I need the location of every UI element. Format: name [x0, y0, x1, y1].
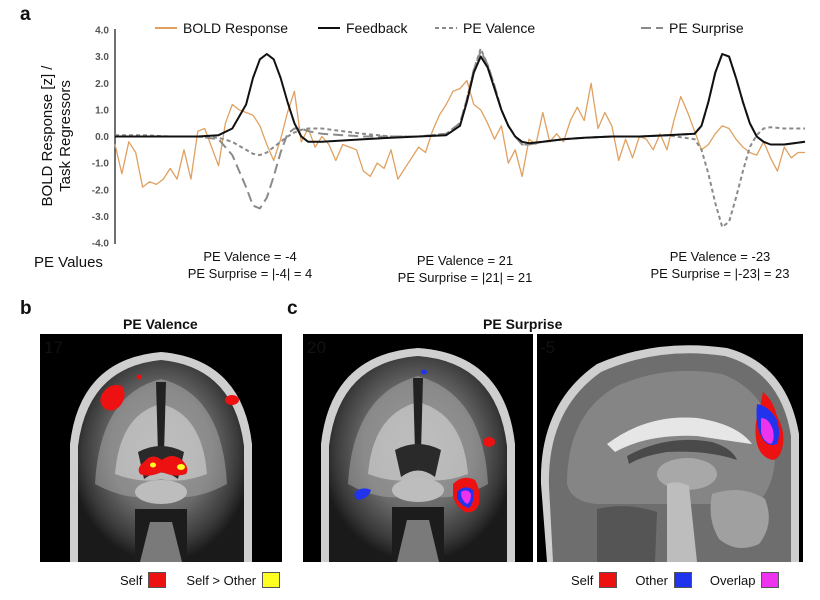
panel-b-letter: b: [20, 298, 32, 319]
panel-a-letter: a: [20, 4, 31, 25]
y-tick-label: -1.0: [92, 159, 110, 170]
slice-number-b: 17: [44, 338, 63, 357]
line-chart: 4.0 3.0 2.0 1.0 0.0 -1.0 -2.0 -3.0 -4.0 BOLD Res…: [39, 20, 806, 250]
legend-label-feedback: Feedback: [346, 20, 408, 36]
legend-c-overlap-swatch: [761, 572, 780, 588]
y-tick-label: 3.0: [95, 52, 109, 63]
legend-panel-c: Self Other Overlap: [571, 572, 780, 588]
annotation-trial-2-valence: PE Valence = 21: [416, 253, 514, 268]
slice-number-c-coronal: 20: [307, 338, 326, 357]
y-tick-label: 4.0: [95, 26, 109, 37]
panel-c-title: PE Surprise: [483, 316, 563, 332]
y-tick-label: -3.0: [92, 212, 110, 223]
legend-label-pe-valence: PE Valence: [463, 20, 535, 36]
pe-values-label: PE Values: [34, 254, 103, 271]
annotation-trial-2: PE Valence = 21 PE Surprise = |21| = 21: [385, 252, 545, 286]
legend-c-other-label: Other: [635, 572, 668, 588]
annotation-trial-3-surprise: PE Surprise = |-23| = 23: [650, 266, 790, 281]
y-tick-label: -2.0: [92, 185, 110, 196]
y-tick-label: 1.0: [95, 105, 109, 116]
series-line-pe-valence: [115, 47, 805, 228]
annotation-trial-1: PE Valence = -4 PE Surprise = |-4| = 4: [175, 248, 325, 282]
legend-b-selfgtother-swatch: [262, 572, 281, 588]
annotation-trial-3-valence: PE Valence = -23: [669, 249, 771, 264]
legend-label-pe-surprise: PE Surprise: [669, 20, 744, 36]
legend-b-self-swatch: [148, 572, 167, 588]
annotation-trial-1-valence: PE Valence = -4: [203, 249, 297, 264]
annotation-trial-2-surprise: PE Surprise = |21| = 21: [397, 270, 533, 285]
legend-c-self-swatch: [599, 572, 618, 588]
y-tick-label: -4.0: [92, 239, 110, 250]
legend-panel-b: Self Self > Other: [120, 572, 281, 588]
legend-label-bold-response: BOLD Response: [183, 20, 288, 36]
legend-c-other-swatch: [673, 572, 692, 588]
legend-c-self-label: Self: [571, 572, 594, 588]
mri-coronal-surprise: [303, 334, 533, 562]
annotation-trial-3: PE Valence = -23 PE Surprise = |-23| = 2…: [640, 248, 800, 282]
chart-legend: BOLD Response Feedback PE Valence PE Surpri…: [155, 20, 744, 36]
chart-series: [114, 47, 806, 228]
y-axis-ticks: 4.0 3.0 2.0 1.0 0.0 -1.0 -2.0 -3.0 -4.0: [92, 26, 110, 250]
series-line-bold-response: [114, 79, 805, 188]
annotation-trial-1-surprise: PE Surprise = |-4| = 4: [187, 266, 313, 281]
series-line-pe-surprise: [115, 50, 806, 210]
panel-b-title: PE Valence: [123, 316, 198, 332]
y-axis-label-line1: BOLD Response [z] /: [39, 65, 56, 207]
panel-c-letter: c: [287, 298, 298, 319]
legend-b-self-label: Self: [120, 572, 143, 588]
mri-coronal-valence: [40, 334, 282, 562]
legend-c-overlap-label: Overlap: [709, 572, 756, 588]
series-line-feedback: [115, 53, 806, 146]
mri-sagittal-surprise: [537, 334, 803, 562]
y-axis-label-line2: Task Regressors: [57, 80, 74, 192]
y-tick-label: 2.0: [95, 79, 109, 90]
y-tick-label: 0.0: [95, 132, 109, 143]
legend-b-selfgtother-label: Self > Other: [186, 572, 257, 588]
slice-number-c-sagittal: -5: [540, 338, 556, 357]
